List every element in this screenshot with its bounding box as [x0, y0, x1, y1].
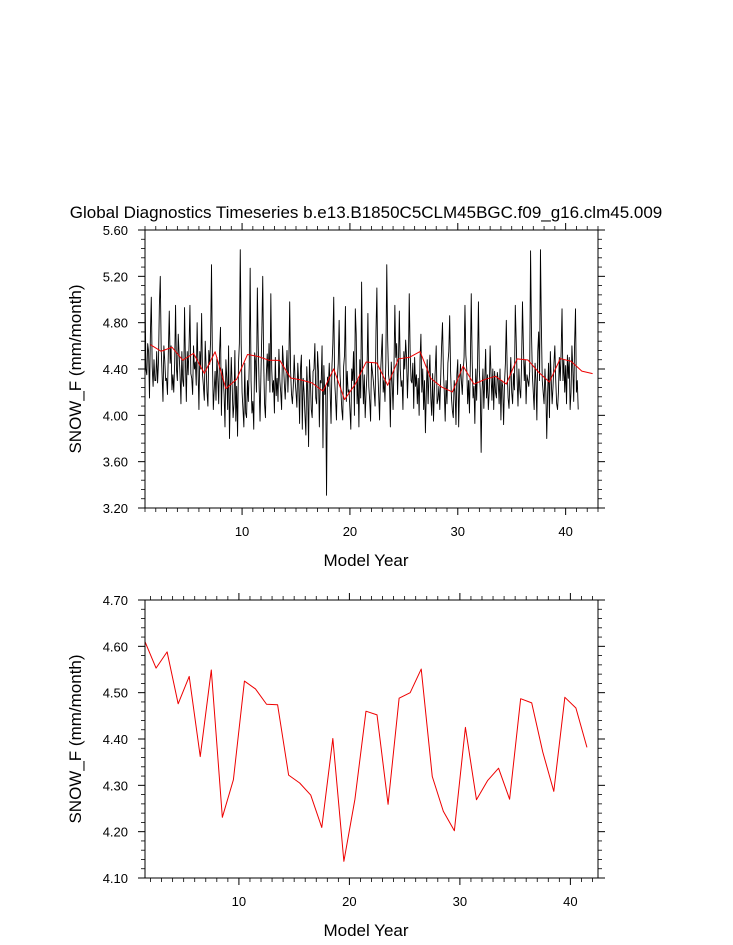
bottom-panel: 10 20 30 40 4.10 4.20 4.30 4.40 4.50 4.60 4.70 Mod…: [66, 593, 605, 940]
y-tick-label: 4.40: [103, 362, 128, 377]
series-line-monthly: [145, 249, 579, 496]
bottom-x-axis-label: Model Year: [323, 921, 408, 940]
y-tick-label: 4.70: [103, 593, 128, 608]
series-line-annual-mean: [150, 344, 593, 401]
y-tick-label: 4.30: [103, 778, 128, 793]
y-tick-label: 5.60: [103, 223, 128, 238]
bottom-y-axis-label: SNOW_F (mm/month): [66, 654, 85, 823]
top-panel: Global Diagnostics Timeseries b.e13.B185…: [66, 203, 662, 570]
x-tick-label: 30: [453, 894, 467, 909]
y-tick-label: 4.20: [103, 825, 128, 840]
x-tick-label: 20: [342, 894, 356, 909]
bottom-plot-area: 10 20 30 40 4.10 4.20 4.30 4.40 4.50 4.60 4.70: [103, 593, 605, 909]
y-tick-label: 4.10: [103, 871, 128, 886]
plot-frame: [144, 599, 599, 879]
y-tick-label: 5.20: [103, 269, 128, 284]
x-tick-label: 10: [232, 894, 246, 909]
y-tick-label: 4.60: [103, 639, 128, 654]
top-plot-area: 10 20 30 40 3.20 3.60 4.00 4.40 4.80 5.20 5.60: [103, 223, 605, 539]
x-tick-label: 10: [235, 524, 249, 539]
y-tick-label: 3.60: [103, 455, 128, 470]
x-tick-label: 40: [563, 894, 577, 909]
x-tick-label: 40: [558, 524, 572, 539]
top-x-axis-label: Model Year: [323, 551, 408, 570]
series-line-annual-mean: [145, 641, 588, 862]
y-tick-label: 4.50: [103, 686, 128, 701]
chart-title: Global Diagnostics Timeseries b.e13.B185…: [70, 203, 663, 222]
y-tick-label: 4.00: [103, 408, 128, 423]
x-tick-label: 20: [343, 524, 357, 539]
y-tick-label: 4.40: [103, 732, 128, 747]
y-tick-label: 4.80: [103, 316, 128, 331]
x-tick-label: 30: [451, 524, 465, 539]
y-tick-label: 3.20: [103, 501, 128, 516]
top-y-axis-label: SNOW_F (mm/month): [66, 284, 85, 453]
